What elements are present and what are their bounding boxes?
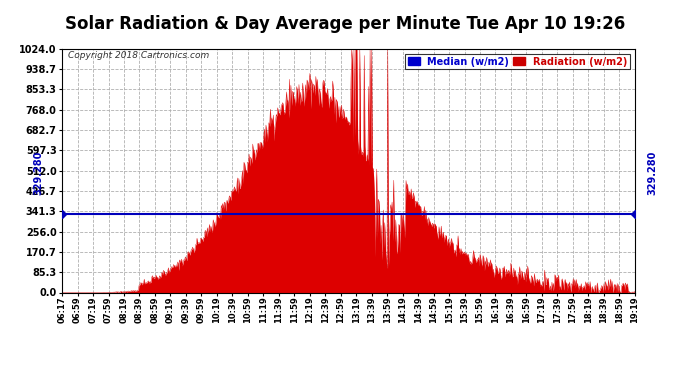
Text: Solar Radiation & Day Average per Minute Tue Apr 10 19:26: Solar Radiation & Day Average per Minute… — [65, 15, 625, 33]
Text: 329.280: 329.280 — [33, 150, 43, 195]
Text: 329.280: 329.280 — [647, 150, 657, 195]
Legend: Median (w/m2), Radiation (w/m2): Median (w/m2), Radiation (w/m2) — [405, 54, 630, 69]
Text: Copyright 2018 Cartronics.com: Copyright 2018 Cartronics.com — [68, 51, 209, 60]
